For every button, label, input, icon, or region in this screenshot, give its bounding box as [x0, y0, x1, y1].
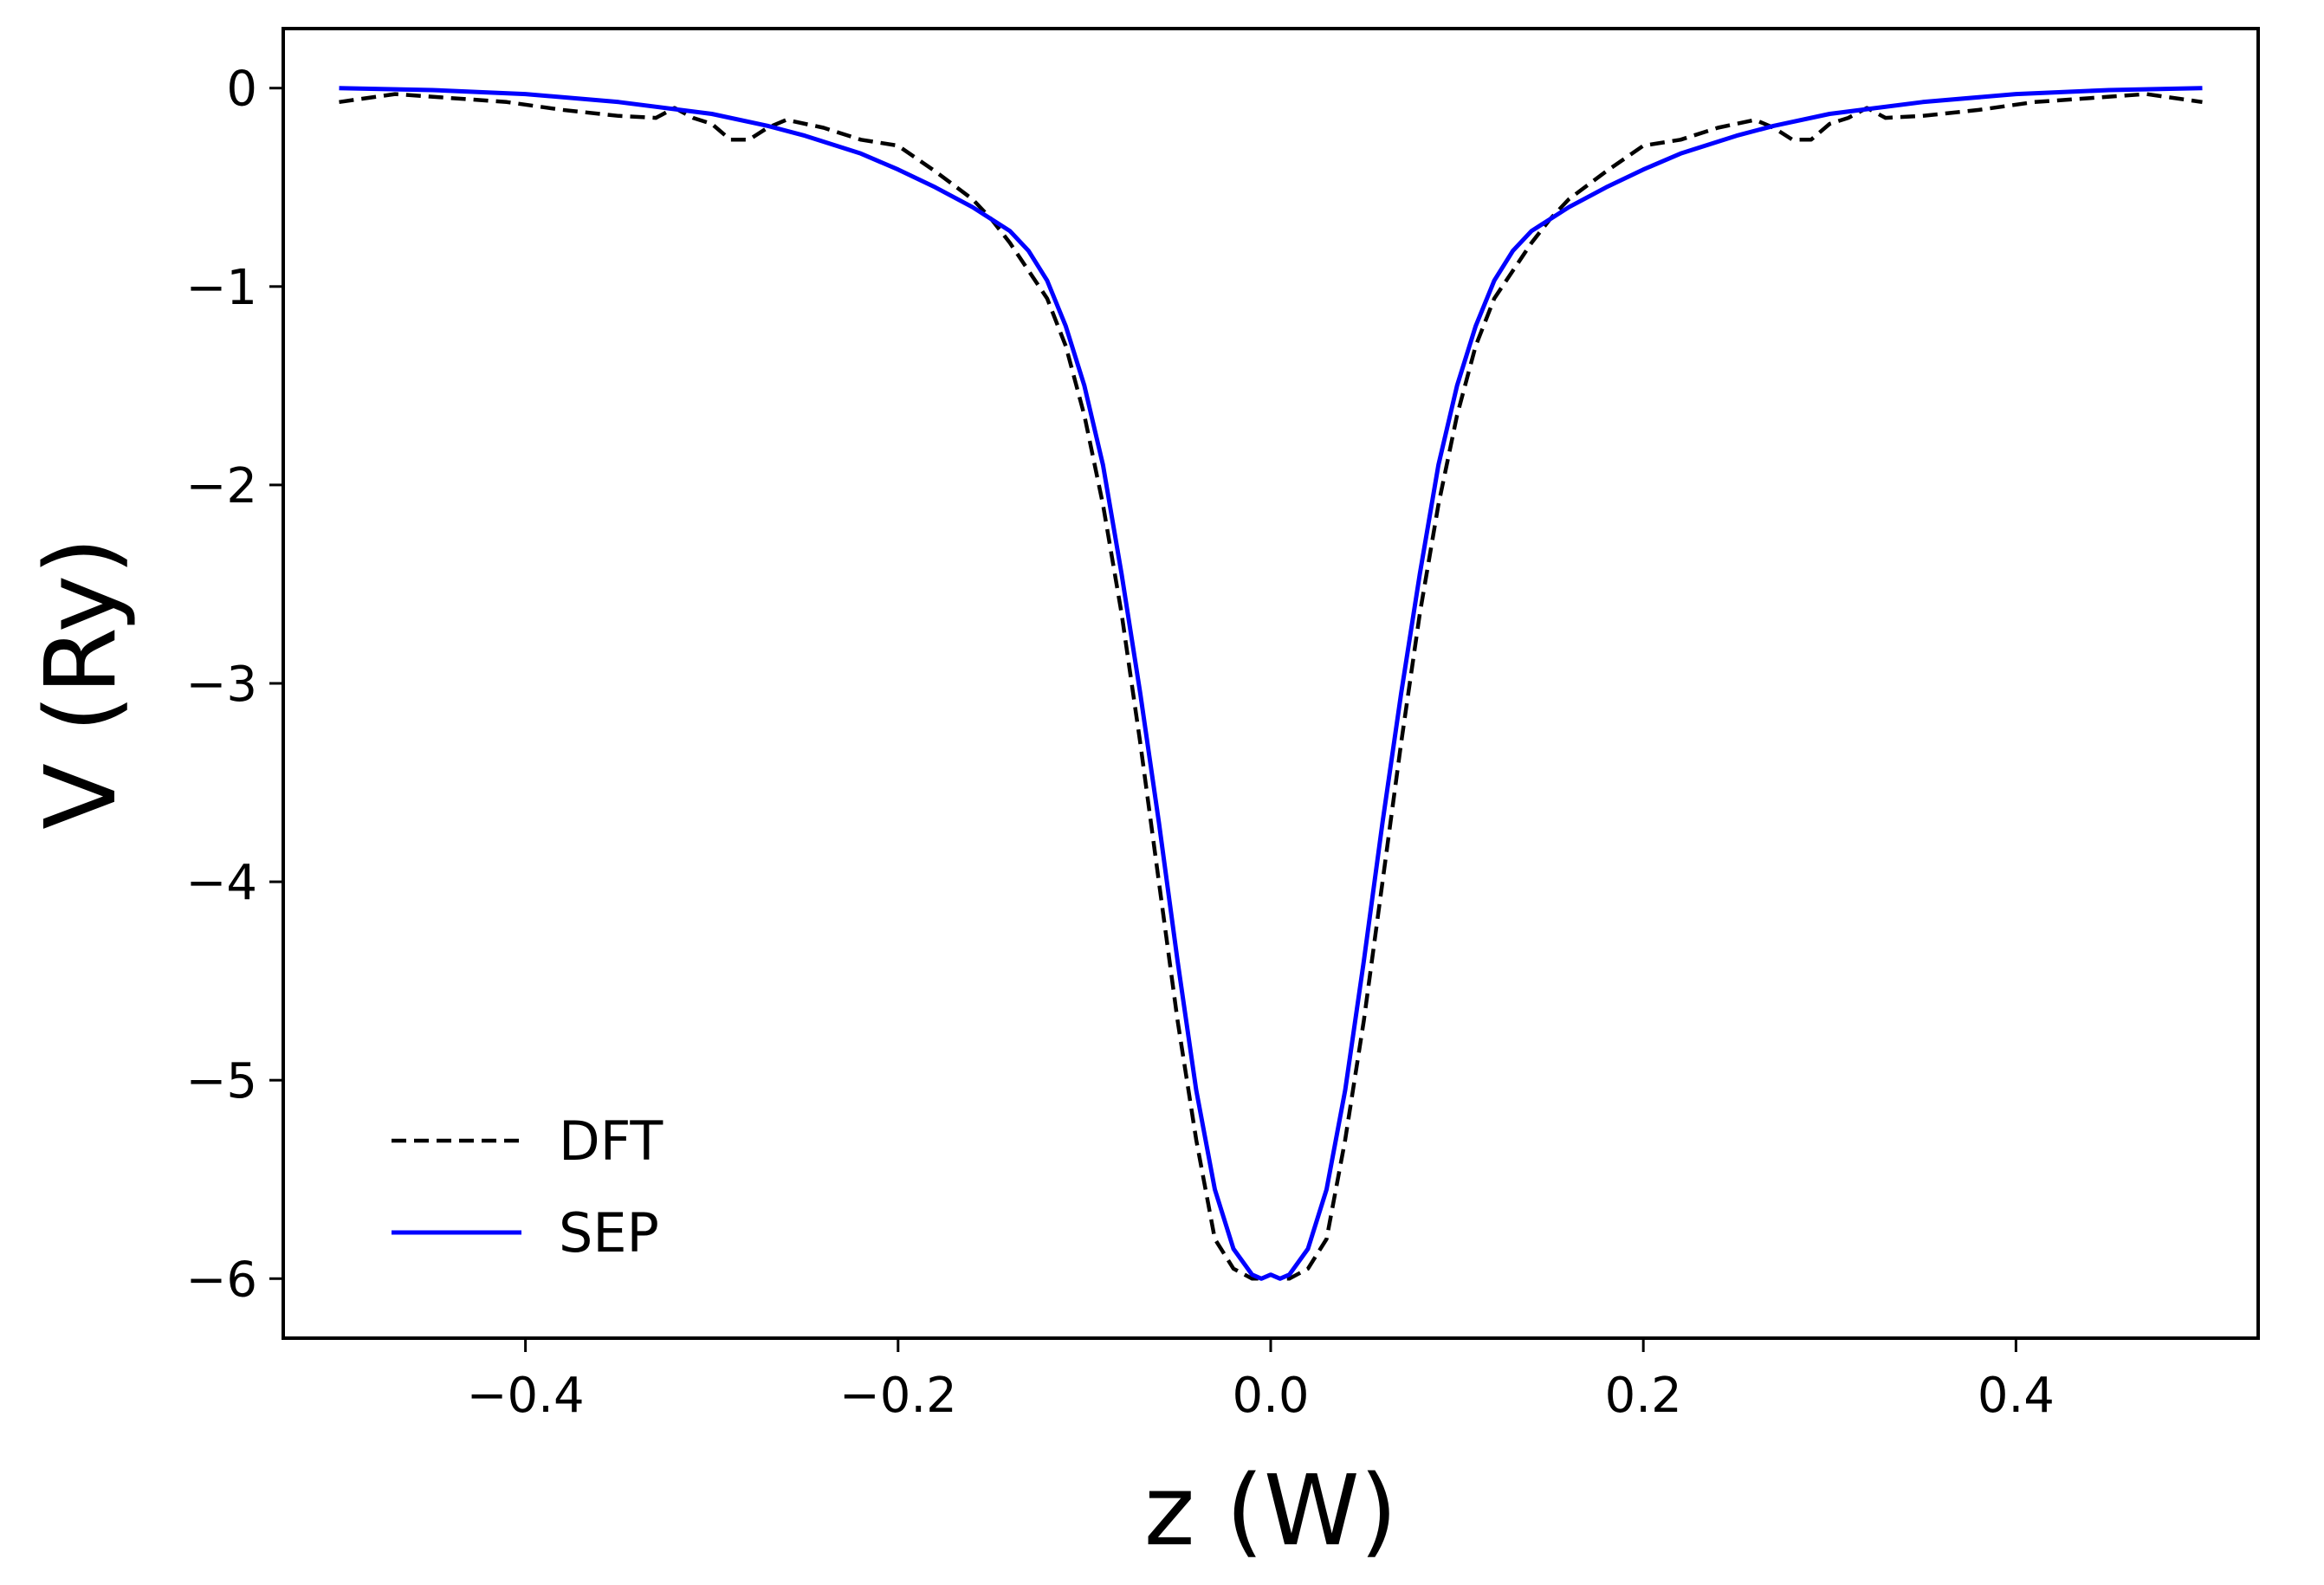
legend: DFT SEP	[392, 1110, 664, 1265]
ticks-layer: −0.4 −0.2 0.0 0.2 0.4 0 −1 −2 −3 −4 −5 −6	[185, 61, 2054, 1424]
series-layer	[339, 86, 2203, 1281]
plot-frame	[282, 27, 2260, 1340]
x-tick-label: 0.2	[1605, 1368, 1682, 1424]
legend-label-dft: DFT	[559, 1110, 664, 1173]
x-tick-label: −0.4	[467, 1368, 585, 1424]
y-tick-label: −2	[185, 458, 257, 514]
y-tick-label: −6	[185, 1252, 257, 1308]
x-axis-label: z (W)	[1144, 1455, 1398, 1568]
y-tick-label: −3	[185, 657, 257, 713]
y-axis-label: V (Ry)	[25, 537, 138, 830]
y-tick-label: −5	[185, 1053, 257, 1110]
legend-label-sep: SEP	[559, 1201, 659, 1265]
y-tick-label: 0	[226, 61, 257, 118]
x-tick-label: −0.2	[839, 1368, 957, 1424]
x-tick-label: 0.4	[1978, 1368, 2055, 1424]
y-tick-label: −4	[185, 855, 257, 911]
series-line-sep	[339, 86, 2203, 1281]
x-tick-label: 0.0	[1232, 1368, 1309, 1424]
y-tick-label: −1	[185, 260, 257, 316]
